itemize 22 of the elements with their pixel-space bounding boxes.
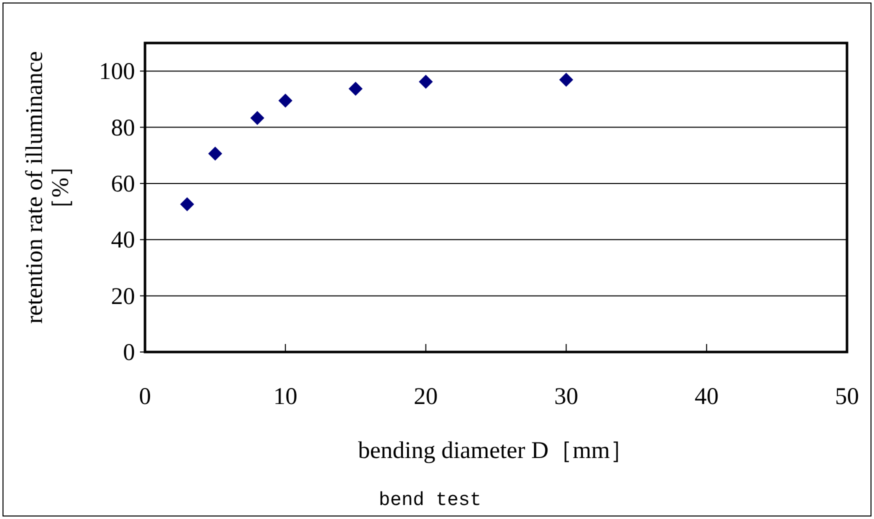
y-tick-label: 20 <box>111 284 135 310</box>
y-tick-label: 60 <box>111 171 135 198</box>
y-tick-label: 0 <box>123 340 135 366</box>
point <box>208 146 222 161</box>
y-tick-label: 40 <box>111 228 135 254</box>
x-tick-label: 40 <box>694 384 719 410</box>
point <box>278 94 292 108</box>
x-tick-label: 0 <box>139 384 151 410</box>
point <box>559 72 574 87</box>
x-tick-label: 50 <box>835 384 859 410</box>
point <box>250 111 264 126</box>
y-axis-title: retention rate of illuminance ［%］ <box>22 51 74 324</box>
point <box>418 74 433 89</box>
y-tick-label: 80 <box>111 115 135 142</box>
x-axis-title: bending diameter D［mm］ <box>358 438 634 464</box>
x-tick-label: 20 <box>414 384 438 410</box>
x-tick-label: 10 <box>273 384 298 410</box>
point <box>348 82 363 96</box>
point <box>180 197 194 212</box>
y-tick-label: 100 <box>99 59 135 86</box>
text: bend test <box>378 489 482 511</box>
x-tick-label: 30 <box>554 384 578 410</box>
